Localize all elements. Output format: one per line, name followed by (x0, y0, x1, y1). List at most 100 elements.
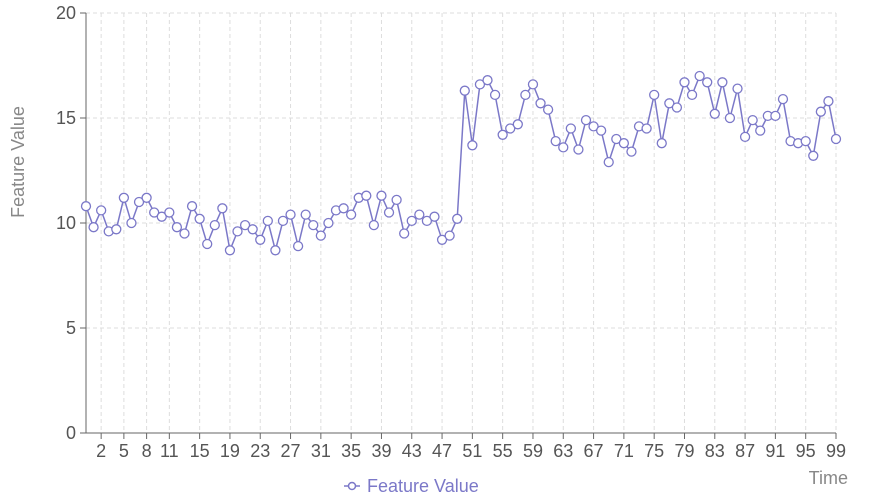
data-point-7[interactable] (133, 196, 145, 208)
data-point-53[interactable] (482, 75, 493, 86)
data-point-78[interactable] (671, 102, 683, 113)
data-point-77[interactable] (664, 98, 675, 109)
data-point-4[interactable] (111, 224, 122, 235)
x-tick-label-2: 2 (96, 441, 106, 461)
data-point-74[interactable] (641, 123, 652, 134)
data-point-50[interactable] (459, 85, 470, 96)
data-point-21[interactable] (239, 219, 251, 231)
data-point-67[interactable] (588, 121, 599, 132)
data-point-68[interactable] (596, 125, 607, 136)
data-point-12[interactable] (171, 222, 183, 233)
x-tick-label-11: 11 (160, 441, 179, 461)
data-point-47[interactable] (436, 234, 448, 245)
data-point-2[interactable] (96, 205, 107, 216)
data-point-76[interactable] (656, 138, 667, 149)
data-point-0[interactable] (80, 201, 92, 212)
data-point-8[interactable] (141, 192, 152, 203)
data-point-24[interactable] (262, 215, 273, 227)
x-tick-label-39: 39 (371, 441, 391, 461)
data-point-51[interactable] (467, 140, 478, 151)
x-tick-label-27: 27 (281, 441, 301, 461)
data-point-56[interactable] (505, 123, 516, 134)
data-point-54[interactable] (489, 89, 501, 101)
data-point-83[interactable] (709, 108, 720, 119)
data-point-62[interactable] (550, 135, 561, 147)
data-point-34[interactable] (338, 203, 349, 214)
data-point-22[interactable] (247, 224, 258, 235)
data-point-58[interactable] (520, 89, 531, 101)
data-point-87[interactable] (739, 131, 751, 143)
data-point-97[interactable] (815, 106, 826, 117)
data-point-65[interactable] (573, 144, 584, 155)
data-point-38[interactable] (368, 219, 380, 231)
data-point-70[interactable] (611, 133, 622, 145)
data-point-41[interactable] (391, 194, 402, 206)
data-point-64[interactable] (565, 123, 576, 134)
x-tick-label-79: 79 (674, 441, 694, 461)
data-point-13[interactable] (179, 228, 190, 239)
data-point-86[interactable] (732, 83, 743, 94)
data-point-55[interactable] (497, 129, 508, 140)
data-point-28[interactable] (292, 240, 304, 252)
data-point-63[interactable] (558, 142, 569, 153)
data-point-95[interactable] (800, 135, 811, 147)
data-point-60[interactable] (535, 98, 546, 109)
data-point-1[interactable] (88, 222, 99, 233)
data-point-84[interactable] (717, 77, 728, 88)
data-point-96[interactable] (808, 150, 819, 161)
data-point-89[interactable] (755, 125, 766, 136)
data-point-59[interactable] (527, 79, 539, 90)
data-point-25[interactable] (270, 245, 281, 256)
data-point-61[interactable] (542, 104, 554, 115)
data-point-32[interactable] (323, 217, 334, 229)
data-point-23[interactable] (255, 234, 266, 245)
data-point-43[interactable] (406, 215, 417, 227)
data-point-46[interactable] (429, 211, 440, 222)
data-point-49[interactable] (452, 213, 463, 224)
data-point-44[interactable] (414, 209, 425, 220)
data-point-39[interactable] (376, 190, 387, 201)
data-point-29[interactable] (300, 209, 311, 220)
data-point-17[interactable] (209, 219, 220, 231)
data-point-92[interactable] (777, 93, 789, 105)
data-point-35[interactable] (346, 209, 357, 220)
legend[interactable]: Feature Value (344, 476, 479, 496)
data-point-98[interactable] (823, 96, 834, 107)
data-point-85[interactable] (724, 112, 736, 124)
data-point-27[interactable] (285, 209, 296, 220)
data-point-52[interactable] (474, 79, 486, 90)
data-point-42[interactable] (399, 228, 410, 239)
data-point-19[interactable] (224, 245, 236, 256)
data-point-16[interactable] (202, 238, 213, 250)
data-point-11[interactable] (164, 207, 175, 218)
data-point-37[interactable] (361, 190, 372, 201)
data-point-72[interactable] (626, 146, 637, 157)
data-point-82[interactable] (702, 77, 713, 88)
data-point-9[interactable] (149, 207, 160, 218)
data-point-88[interactable] (747, 114, 758, 126)
data-point-57[interactable] (512, 119, 523, 130)
data-point-81[interactable] (694, 70, 705, 82)
data-point-6[interactable] (126, 217, 137, 229)
data-point-80[interactable] (686, 89, 698, 101)
data-point-99[interactable] (830, 133, 842, 145)
data-point-14[interactable] (186, 201, 198, 212)
data-point-69[interactable] (603, 156, 614, 168)
data-point-45[interactable] (421, 215, 433, 227)
data-point-26[interactable] (277, 215, 289, 227)
data-point-40[interactable] (383, 207, 395, 218)
data-point-71[interactable] (618, 138, 630, 149)
data-point-79[interactable] (679, 77, 690, 88)
data-point-75[interactable] (649, 89, 660, 101)
data-point-10[interactable] (156, 211, 167, 222)
data-point-91[interactable] (770, 110, 781, 122)
data-point-66[interactable] (580, 114, 592, 126)
data-point-48[interactable] (444, 230, 455, 241)
x-tick-label-83: 83 (705, 441, 725, 461)
data-point-15[interactable] (194, 213, 205, 224)
data-point-5[interactable] (118, 192, 130, 203)
data-point-20[interactable] (232, 226, 243, 237)
data-point-18[interactable] (217, 203, 228, 214)
data-point-30[interactable] (308, 219, 319, 231)
data-point-31[interactable] (315, 230, 326, 241)
